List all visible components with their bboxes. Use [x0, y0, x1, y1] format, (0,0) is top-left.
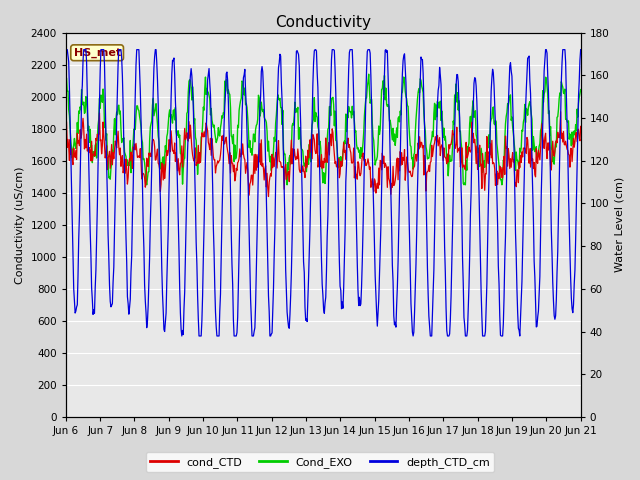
Y-axis label: Water Level (cm): Water Level (cm) — [615, 177, 625, 273]
Y-axis label: Conductivity (uS/cm): Conductivity (uS/cm) — [15, 166, 25, 284]
Legend: cond_CTD, Cond_EXO, depth_CTD_cm: cond_CTD, Cond_EXO, depth_CTD_cm — [146, 452, 494, 472]
Title: Conductivity: Conductivity — [275, 15, 371, 30]
Text: HS_met: HS_met — [74, 48, 121, 58]
